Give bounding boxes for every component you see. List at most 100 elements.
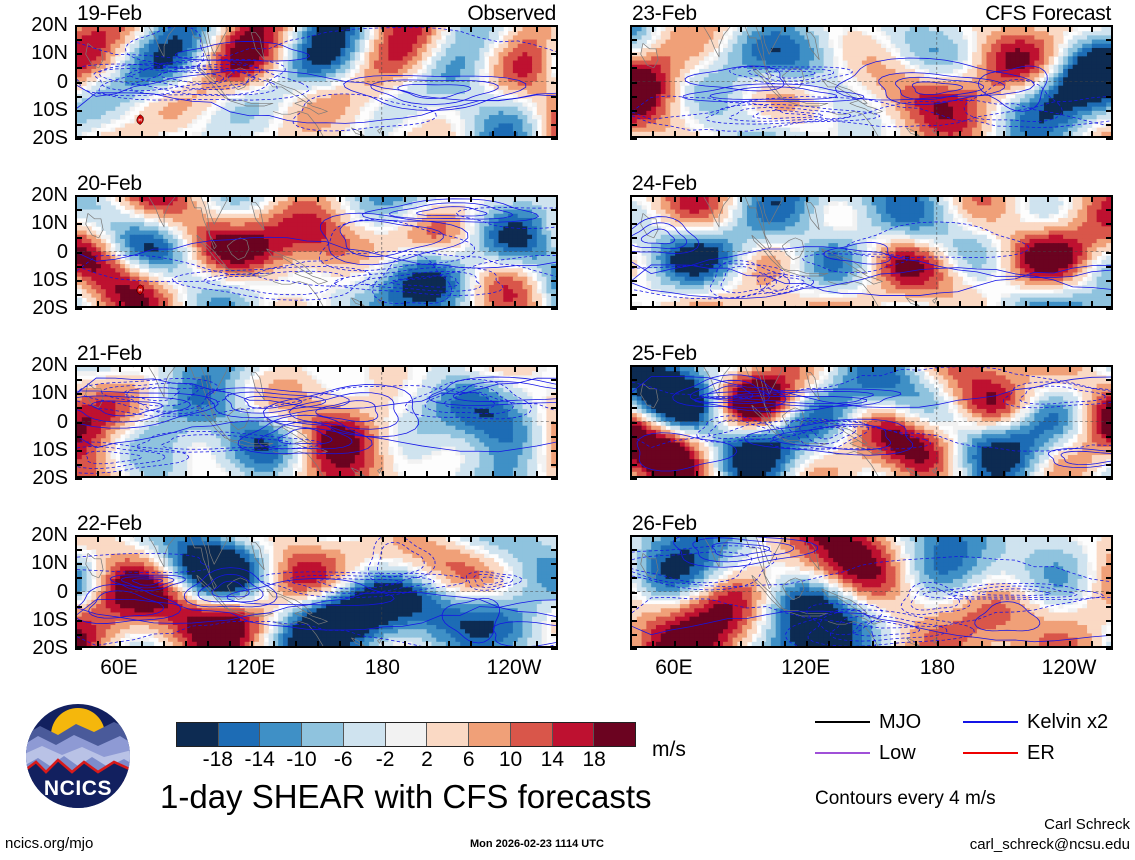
main-title: 1-day SHEAR with CFS forecasts (160, 778, 652, 815)
y-axis-label: 10S (32, 608, 68, 631)
colorbar-tick-label: 2 (421, 748, 433, 771)
panel-date-label: 22-Feb (77, 512, 142, 535)
y-axis-label: 20N (31, 354, 68, 376)
y-axis-label: 0 (56, 70, 68, 93)
y-axis-label: 20S (32, 467, 68, 489)
colorbar-tick-label: -6 (333, 748, 353, 771)
y-axis-label: 0 (56, 410, 68, 433)
colorbar-tick-label: -14 (244, 748, 275, 771)
colorbar-swatch (343, 723, 386, 746)
legend-item-er: ER (963, 743, 1111, 763)
coastlines (640, 197, 938, 306)
panel-date-label: 21-Feb (77, 342, 142, 365)
map-canvas (630, 535, 1113, 648)
author-name: Carl Schreck (1044, 816, 1130, 833)
legend-item-kelvin-x2: Kelvin x2 (963, 712, 1111, 732)
y-axis-label: 10N (31, 212, 68, 235)
colorbar (176, 722, 636, 747)
colorbar-units-label: m/s (652, 738, 686, 761)
kelvin-wave-contours (77, 376, 556, 474)
map-canvas (75, 535, 558, 648)
map-canvas (75, 365, 558, 478)
legend-line-swatch (963, 721, 1018, 723)
coastlines (85, 197, 383, 306)
tropical-cyclone-marker: H (136, 284, 144, 295)
x-axis-label: 120W (486, 656, 542, 679)
y-axis-label: 0 (56, 580, 68, 603)
legend-label: Low (879, 742, 916, 764)
map-panel-19-feb: 19-Feb Observed H 20N 10N 0 10S 20S (31, 2, 558, 148)
shaded-field (77, 197, 556, 306)
x-axis-label: 60E (655, 656, 693, 679)
y-axis-label: 10S (32, 268, 68, 291)
map-canvas (630, 25, 1113, 138)
legend-label: ER (1027, 742, 1055, 764)
map-panel-22-feb: 22-Feb 20N 10N 0 10S 20S 60E 120E 180 120W (31, 512, 558, 678)
y-axis-label: 10N (31, 42, 68, 65)
shaded-field (77, 27, 556, 136)
colorbar-swatch (385, 723, 428, 746)
map-canvas (630, 195, 1113, 308)
kelvin-wave-contours (632, 216, 1111, 300)
y-axis-label: 10S (32, 98, 68, 121)
ncics-logo: NCICS (24, 702, 132, 810)
colorbar-swatch (218, 723, 261, 746)
kelvin-wave-contours (77, 198, 556, 304)
colorbar-tick-label: 14 (540, 748, 565, 771)
colorbar-tick-label: -18 (202, 748, 233, 771)
colorbar-tick-label: -10 (286, 748, 317, 771)
panel-date-label: 26-Feb (632, 512, 697, 535)
map-canvas: H (75, 195, 558, 308)
panel-column-header: CFS Forecast (985, 2, 1111, 25)
contour-interval-note: Contours every 4 m/s (815, 788, 996, 809)
y-axis-label: 20N (31, 184, 68, 206)
legend-label: MJO (879, 711, 922, 733)
panel-date-label: 19-Feb (77, 2, 142, 25)
colorbar-swatch (594, 723, 636, 746)
colorbar-swatch (552, 723, 595, 746)
kelvin-wave-contours (632, 537, 1111, 646)
kelvin-wave-contours (632, 57, 1111, 132)
map-panel-24-feb: 24-Feb (630, 172, 1113, 310)
legend-row: MJO Kelvin x2 (815, 712, 1115, 732)
logo-text: NCICS (44, 777, 112, 800)
timestamp: Mon 2026-02-23 1114 UTC (470, 838, 604, 850)
y-axis-label: 10N (31, 552, 68, 575)
legend-item-mjo: MJO (815, 712, 963, 732)
panel-column-header: Observed (467, 2, 556, 25)
site-url[interactable]: ncics.org/mjo (5, 835, 94, 852)
svg-text:H: H (138, 288, 142, 293)
colorbar-swatch (427, 723, 470, 746)
colorbar-tick-label: 10 (498, 748, 523, 771)
contour-legend: MJO Kelvin x2 Low ER (815, 712, 1115, 774)
colorbar-tick-label: 6 (462, 748, 475, 771)
map-panel-21-feb: 21-Feb 20N 10N 0 10S 20S (31, 342, 558, 488)
colorbar-swatch (260, 723, 303, 746)
legend-label: Kelvin x2 (1027, 711, 1109, 733)
colorbar-tick-label: -2 (375, 748, 395, 771)
colorbar-swatch (510, 723, 553, 746)
y-axis-label: 20S (32, 637, 68, 659)
tropical-cyclone-marker: H (136, 114, 144, 125)
map-canvas: H (75, 25, 558, 138)
legend-line-swatch (815, 752, 870, 754)
x-axis-label: 120W (1041, 656, 1097, 679)
y-axis-label: 0 (56, 240, 68, 263)
map-panel-25-feb: 25-Feb (630, 342, 1113, 480)
colorbar-tick-label: 18 (582, 748, 606, 771)
y-axis-label: 20N (31, 524, 68, 546)
coastlines (85, 537, 383, 646)
panel-date-label: 25-Feb (632, 342, 697, 365)
x-axis-label: 60E (100, 656, 138, 679)
colorbar-swatch (177, 723, 219, 746)
legend-line-swatch (963, 752, 1018, 754)
author-email[interactable]: carl_schreck@ncsu.edu (969, 836, 1130, 854)
svg-text:H: H (138, 118, 142, 123)
x-axis-label: 120E (781, 656, 831, 679)
kelvin-wave-contours (632, 367, 1111, 472)
author-credit: Carl Schreck carl_schreck@ncsu.edu (970, 815, 1130, 856)
x-axis-label: 180 (919, 656, 955, 679)
y-axis-label: 20S (32, 297, 68, 319)
y-axis-label: 20N (31, 14, 68, 36)
panel-date-label: 20-Feb (77, 172, 142, 195)
